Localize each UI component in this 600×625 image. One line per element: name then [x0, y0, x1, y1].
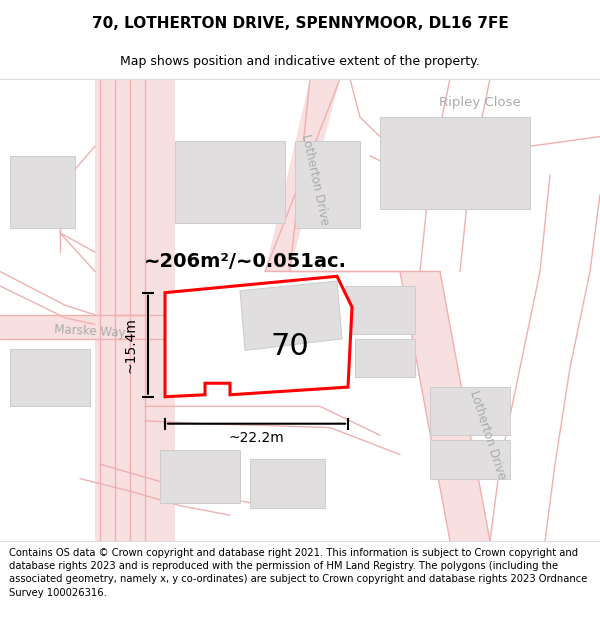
Polygon shape	[10, 156, 75, 228]
Polygon shape	[380, 118, 530, 209]
Text: Lotherton Drive: Lotherton Drive	[299, 133, 331, 227]
Text: ~22.2m: ~22.2m	[229, 431, 284, 445]
Polygon shape	[355, 339, 415, 377]
Polygon shape	[400, 271, 490, 541]
Polygon shape	[265, 79, 340, 271]
Polygon shape	[160, 450, 240, 503]
Polygon shape	[430, 440, 510, 479]
Text: ~15.4m: ~15.4m	[123, 317, 137, 372]
Text: 70, LOTHERTON DRIVE, SPENNYMOOR, DL16 7FE: 70, LOTHERTON DRIVE, SPENNYMOOR, DL16 7F…	[92, 16, 508, 31]
Text: Marske Way: Marske Way	[54, 323, 126, 339]
Polygon shape	[95, 79, 175, 541]
Polygon shape	[295, 141, 360, 228]
Polygon shape	[10, 349, 90, 406]
Text: Lotherton Drive: Lotherton Drive	[467, 389, 509, 481]
Text: Contains OS data © Crown copyright and database right 2021. This information is : Contains OS data © Crown copyright and d…	[9, 548, 587, 598]
Text: Map shows position and indicative extent of the property.: Map shows position and indicative extent…	[120, 55, 480, 68]
Polygon shape	[165, 276, 352, 397]
Polygon shape	[240, 281, 342, 351]
Polygon shape	[430, 387, 510, 435]
Polygon shape	[175, 141, 285, 223]
Text: ~206m²/~0.051ac.: ~206m²/~0.051ac.	[143, 253, 347, 271]
Polygon shape	[345, 286, 415, 334]
Text: Ripley Close: Ripley Close	[439, 96, 521, 109]
Polygon shape	[250, 459, 325, 508]
Text: 70: 70	[271, 332, 310, 361]
Polygon shape	[0, 315, 200, 339]
